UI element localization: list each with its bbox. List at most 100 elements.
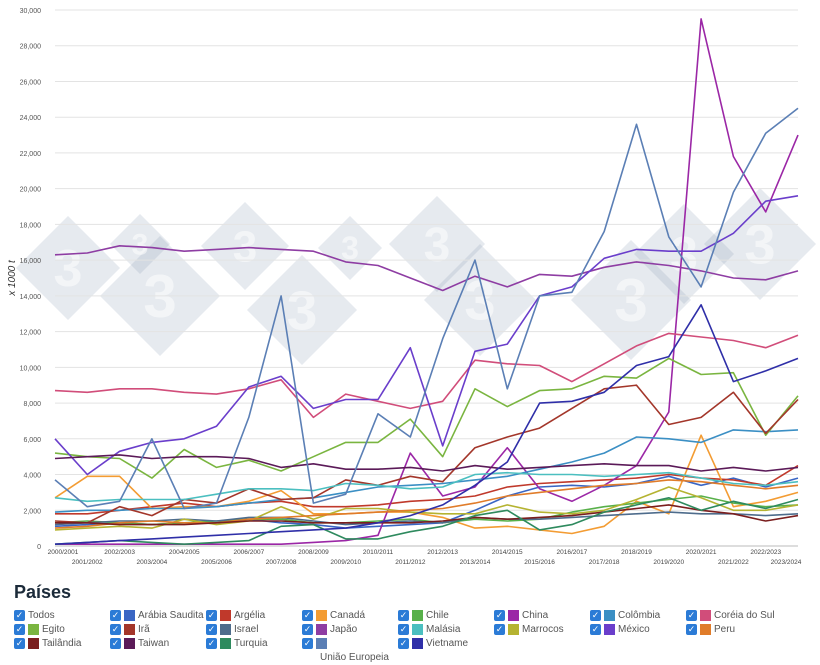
y-tick-label: 24,000 [20,115,42,122]
legend-item-label: Egito [42,624,65,635]
legend-swatch [220,610,231,621]
y-tick-label: 6,000 [23,437,41,444]
x-tick-label: 2020/2021 [686,549,717,556]
legend-swatch [28,624,39,635]
y-tick-label: 28,000 [20,44,42,51]
y-axis-label: x 1000 t [7,259,18,297]
watermark-diamond [634,204,734,304]
legend-item-label: Peru [714,624,736,635]
x-tick-label: 2023/2024 [771,559,802,566]
legend-swatch [604,610,615,621]
legend-item-coreia-do-sul[interactable]: ✓ Coréia do Sul [686,610,775,621]
legend-item-label: Tailândia [42,638,82,649]
legend-item-label: Marrocos [522,624,564,635]
legend-item-argelia[interactable]: ✓ Argélia [206,610,265,621]
legend-item-label: Canadá [330,610,366,621]
checkbox-checked-icon[interactable]: ✓ [14,610,25,621]
x-tick-label: 2017/2018 [589,559,620,566]
legend-swatch [28,638,39,649]
legend-item-tailandia[interactable]: ✓ Tailândia [14,638,81,649]
checkbox-checked-icon[interactable]: ✓ [686,610,697,621]
legend-swatch [508,610,519,621]
legend-item-chile[interactable]: ✓ Chile [398,610,449,621]
legend-swatch [412,624,423,635]
legend-item-label: Colômbia [618,610,661,621]
checkbox-checked-icon[interactable]: ✓ [398,610,409,621]
series-line-ira [54,384,799,524]
y-tick-label: 14,000 [20,294,42,301]
legend-item-taiwan[interactable]: ✓ Taiwan [110,638,169,649]
legend-swatch [316,624,327,635]
legend-item-label: Israel [234,624,259,635]
legend-swatch [508,624,519,635]
legend-swatch [124,610,135,621]
watermark-digit: 3 [143,263,176,330]
legend-item-japao[interactable]: ✓ Japão [302,624,357,635]
checkbox-checked-icon[interactable]: ✓ [398,624,409,635]
series-lines [54,18,799,546]
legend-item-ira[interactable]: ✓ Irã [110,624,150,635]
x-tick-label: 2006/2007 [233,549,264,556]
legend-swatch [316,610,327,621]
y-tick-label: 30,000 [20,8,42,15]
checkbox-checked-icon[interactable]: ✓ [206,610,217,621]
checkbox-checked-icon[interactable]: ✓ [590,624,601,635]
legend-swatch [220,638,231,649]
x-tick-label: 2012/2013 [427,549,458,556]
checkbox-checked-icon[interactable]: ✓ [686,624,697,635]
y-tick-label: 22,000 [20,151,42,158]
legend: ✓ Todos ✓ Arábia Saudita ✓ Argélia ✓ Canadá ✓ Chi… [14,607,814,665]
checkbox-checked-icon[interactable]: ✓ [494,624,505,635]
checkbox-checked-icon[interactable]: ✓ [302,638,313,649]
legend-item-todos[interactable]: ✓ Todos [14,610,55,621]
series-line-coreia-do-sul [54,332,799,419]
checkbox-checked-icon[interactable]: ✓ [206,638,217,649]
checkbox-checked-icon[interactable]: ✓ [494,610,505,621]
legend-item-china[interactable]: ✓ China [494,610,548,621]
x-tick-label: 2008/2009 [298,549,329,556]
checkbox-checked-icon[interactable]: ✓ [398,638,409,649]
legend-item-colombia[interactable]: ✓ Colômbia [590,610,660,621]
checkbox-checked-icon[interactable]: ✓ [302,610,313,621]
legend-item-vietname[interactable]: ✓ Vietname [398,638,468,649]
y-tick-label: 12,000 [20,330,42,337]
legend-swatch [124,624,135,635]
x-tick-label: 2010/2011 [363,549,394,556]
series-line-tailandia [55,504,799,526]
series-line-japao [54,245,799,292]
legend-item-label-uniao-europeia: União Europeia [320,652,389,663]
x-tick-label: 2015/2016 [524,559,555,566]
series-line-marrocos [54,486,799,531]
legend-item-malasia[interactable]: ✓ Malásia [398,624,460,635]
legend-item-canada[interactable]: ✓ Canadá [302,610,365,621]
watermark-digit: 3 [614,267,647,334]
legend-item-arabia-saudita[interactable]: ✓ Arábia Saudita [110,610,204,621]
checkbox-checked-icon[interactable]: ✓ [14,638,25,649]
y-tick-label: 10,000 [20,365,42,372]
checkbox-checked-icon[interactable]: ✓ [302,624,313,635]
watermark-digit: 3 [233,222,257,271]
x-tick-label: 2019/2020 [653,559,684,566]
checkbox-checked-icon[interactable]: ✓ [110,624,121,635]
watermark-digit: 3 [132,229,149,262]
checkbox-checked-icon[interactable]: ✓ [110,638,121,649]
legend-item-israel[interactable]: ✓ Israel [206,624,258,635]
y-tick-label: 18,000 [20,222,42,229]
legend-item-marrocos[interactable]: ✓ Marrocos [494,624,564,635]
checkbox-checked-icon[interactable]: ✓ [590,610,601,621]
checkbox-checked-icon[interactable]: ✓ [110,610,121,621]
x-axis: 2000/2001 2001/20022002/20032003/20042004… [48,549,802,566]
legend-item-uniao-europeia[interactable]: ✓ [302,638,330,649]
checkbox-checked-icon[interactable]: ✓ [14,624,25,635]
y-tick-label: 0 [37,544,41,551]
watermark-digit: 3 [287,279,318,341]
watermark-diamond [424,244,536,356]
checkbox-checked-icon[interactable]: ✓ [206,624,217,635]
legend-item-mexico[interactable]: ✓ México [590,624,650,635]
legend-item-turquia[interactable]: ✓ Turquia [206,638,268,649]
legend-item-egito[interactable]: ✓ Egito [14,624,65,635]
series-line-peru [54,479,799,529]
legend-swatch [316,638,327,649]
legend-item-peru[interactable]: ✓ Peru [686,624,735,635]
legend-item-label: Turquia [234,638,268,649]
